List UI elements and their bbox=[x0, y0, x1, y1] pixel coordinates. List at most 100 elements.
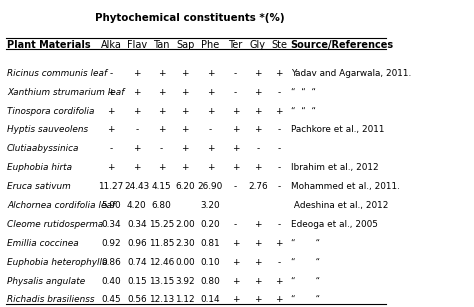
Text: -: - bbox=[278, 126, 281, 134]
Text: +: + bbox=[158, 126, 165, 134]
Text: Sap: Sap bbox=[176, 40, 194, 50]
Text: “       “: “ “ bbox=[291, 239, 320, 248]
Text: 0.96: 0.96 bbox=[127, 239, 146, 248]
Text: +: + bbox=[182, 88, 189, 97]
Text: Gly: Gly bbox=[250, 40, 266, 50]
Text: 11.27: 11.27 bbox=[98, 182, 124, 191]
Text: -: - bbox=[278, 182, 281, 191]
Text: 24.43: 24.43 bbox=[124, 182, 149, 191]
Text: +: + bbox=[232, 295, 239, 305]
Text: Richadis brasilienss: Richadis brasilienss bbox=[7, 295, 94, 305]
Text: +: + bbox=[232, 107, 239, 116]
Text: +: + bbox=[275, 107, 283, 116]
Text: +: + bbox=[232, 258, 239, 267]
Text: +: + bbox=[275, 239, 283, 248]
Text: +: + bbox=[182, 69, 189, 78]
Text: Ricinus communis leaf: Ricinus communis leaf bbox=[7, 69, 107, 78]
Text: 11.85: 11.85 bbox=[149, 239, 174, 248]
Text: 12.13: 12.13 bbox=[149, 295, 174, 305]
Text: -: - bbox=[109, 69, 112, 78]
Text: +: + bbox=[254, 163, 262, 172]
Text: +: + bbox=[232, 144, 239, 154]
Text: +: + bbox=[107, 163, 115, 172]
Text: 0.92: 0.92 bbox=[101, 239, 121, 248]
Text: -: - bbox=[278, 88, 281, 97]
Text: Ste: Ste bbox=[271, 40, 287, 50]
Text: 2.30: 2.30 bbox=[175, 239, 195, 248]
Text: 6.80: 6.80 bbox=[152, 201, 172, 210]
Text: -: - bbox=[234, 69, 237, 78]
Text: +: + bbox=[254, 295, 262, 305]
Text: +: + bbox=[182, 126, 189, 134]
Text: +: + bbox=[254, 239, 262, 248]
Text: +: + bbox=[207, 69, 214, 78]
Text: 12.46: 12.46 bbox=[149, 258, 174, 267]
Text: -: - bbox=[278, 144, 281, 154]
Text: -: - bbox=[160, 144, 163, 154]
Text: “       “: “ “ bbox=[291, 277, 320, 286]
Text: 0.80: 0.80 bbox=[201, 277, 220, 286]
Text: +: + bbox=[254, 126, 262, 134]
Text: Pachkore et al., 2011: Pachkore et al., 2011 bbox=[291, 126, 384, 134]
Text: -: - bbox=[135, 126, 138, 134]
Text: Alchornea cordifolia leaf: Alchornea cordifolia leaf bbox=[7, 201, 115, 210]
Text: 0.34: 0.34 bbox=[127, 220, 146, 229]
Text: 13.15: 13.15 bbox=[149, 277, 174, 286]
Text: Adeshina et al., 2012: Adeshina et al., 2012 bbox=[291, 201, 388, 210]
Text: 5.90: 5.90 bbox=[101, 201, 121, 210]
Text: 0.00: 0.00 bbox=[175, 258, 195, 267]
Text: Hyptis sauveolens: Hyptis sauveolens bbox=[7, 126, 88, 134]
Text: +: + bbox=[133, 144, 141, 154]
Text: Ter: Ter bbox=[228, 40, 243, 50]
Text: 6.20: 6.20 bbox=[175, 182, 195, 191]
Text: 0.74: 0.74 bbox=[127, 258, 146, 267]
Text: Phe: Phe bbox=[201, 40, 219, 50]
Text: 1.12: 1.12 bbox=[175, 295, 195, 305]
Text: Alka: Alka bbox=[100, 40, 121, 50]
Text: +: + bbox=[158, 163, 165, 172]
Text: Ibrahim et al., 2012: Ibrahim et al., 2012 bbox=[291, 163, 378, 172]
Text: -: - bbox=[278, 163, 281, 172]
Text: +: + bbox=[232, 163, 239, 172]
Text: +: + bbox=[182, 163, 189, 172]
Text: “  “  “: “ “ “ bbox=[291, 107, 316, 116]
Text: Tinospora cordifolia: Tinospora cordifolia bbox=[7, 107, 94, 116]
Text: 0.40: 0.40 bbox=[101, 277, 121, 286]
Text: -: - bbox=[234, 182, 237, 191]
Text: 0.45: 0.45 bbox=[101, 295, 121, 305]
Text: -: - bbox=[109, 144, 112, 154]
Text: 0.20: 0.20 bbox=[201, 220, 220, 229]
Text: +: + bbox=[254, 69, 262, 78]
Text: +: + bbox=[232, 126, 239, 134]
Text: +: + bbox=[207, 88, 214, 97]
Text: -: - bbox=[209, 126, 212, 134]
Text: “       “: “ “ bbox=[291, 258, 320, 267]
Text: Mohammed et al., 2011.: Mohammed et al., 2011. bbox=[291, 182, 400, 191]
Text: 4.15: 4.15 bbox=[152, 182, 172, 191]
Text: 26.90: 26.90 bbox=[198, 182, 223, 191]
Text: Yadav and Agarwala, 2011.: Yadav and Agarwala, 2011. bbox=[291, 69, 411, 78]
Text: +: + bbox=[182, 107, 189, 116]
Text: Emillia coccinea: Emillia coccinea bbox=[7, 239, 79, 248]
Text: +: + bbox=[254, 258, 262, 267]
Text: +: + bbox=[158, 88, 165, 97]
Text: Cleome rutidosperma: Cleome rutidosperma bbox=[7, 220, 103, 229]
Text: -: - bbox=[234, 220, 237, 229]
Text: Euphobia heterophylla: Euphobia heterophylla bbox=[7, 258, 108, 267]
Text: -: - bbox=[278, 220, 281, 229]
Text: “  “  “: “ “ “ bbox=[291, 88, 316, 97]
Text: +: + bbox=[254, 107, 262, 116]
Text: +: + bbox=[275, 295, 283, 305]
Text: 0.14: 0.14 bbox=[201, 295, 220, 305]
Text: +: + bbox=[254, 277, 262, 286]
Text: 2.00: 2.00 bbox=[175, 220, 195, 229]
Text: +: + bbox=[232, 239, 239, 248]
Text: 3.92: 3.92 bbox=[175, 277, 195, 286]
Text: +: + bbox=[107, 88, 115, 97]
Text: +: + bbox=[182, 144, 189, 154]
Text: 15.25: 15.25 bbox=[149, 220, 174, 229]
Text: Flav: Flav bbox=[127, 40, 147, 50]
Text: +: + bbox=[254, 88, 262, 97]
Text: Eruca sativum: Eruca sativum bbox=[7, 182, 71, 191]
Text: +: + bbox=[207, 144, 214, 154]
